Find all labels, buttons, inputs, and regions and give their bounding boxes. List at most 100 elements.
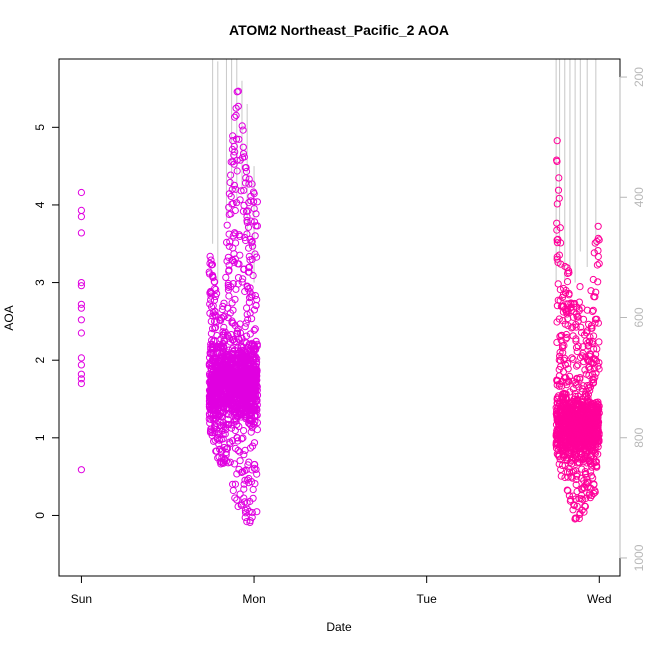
data-point — [231, 494, 239, 502]
data-point — [579, 315, 588, 323]
data-point — [217, 317, 225, 325]
data-point — [241, 476, 249, 484]
data-point — [588, 340, 596, 348]
data-point — [238, 154, 247, 162]
data-point — [578, 506, 586, 514]
data-point — [249, 494, 257, 502]
data-point — [77, 329, 86, 337]
data-point — [251, 404, 259, 412]
data-point — [560, 390, 568, 399]
data-point — [248, 379, 256, 387]
data-point — [556, 352, 564, 360]
data-point — [586, 494, 595, 502]
data-point — [231, 480, 239, 488]
data-point — [587, 287, 595, 295]
data-point — [233, 373, 241, 381]
data-point — [233, 381, 241, 389]
data-point — [577, 323, 585, 331]
data-point — [243, 213, 251, 221]
data-point — [238, 435, 246, 443]
data-point — [583, 478, 591, 486]
data-point — [251, 393, 259, 401]
data-point — [247, 197, 255, 205]
data-point — [252, 465, 260, 473]
data-point — [228, 345, 237, 353]
data-point — [569, 313, 577, 321]
data-point — [569, 385, 578, 393]
data-point — [77, 279, 86, 287]
data-point — [245, 264, 253, 272]
data-point — [213, 447, 221, 455]
data-point — [584, 342, 592, 350]
data-point — [247, 428, 255, 436]
data-point — [77, 370, 86, 378]
data-point — [225, 266, 233, 274]
data-point — [584, 407, 592, 415]
data-point — [230, 407, 238, 416]
data-point — [241, 446, 249, 454]
data-point — [217, 342, 225, 350]
data-point — [581, 471, 590, 479]
data-point — [590, 249, 598, 257]
data-point — [564, 269, 572, 277]
data-point — [209, 357, 217, 365]
data-point — [207, 292, 215, 300]
data-point — [242, 355, 250, 363]
data-point — [248, 466, 256, 474]
data-point — [594, 278, 602, 286]
data-point — [592, 288, 600, 296]
data-point — [231, 388, 239, 396]
data-point — [243, 518, 251, 526]
data-point — [212, 318, 220, 326]
data-point — [223, 371, 232, 379]
data-point — [235, 260, 243, 268]
data-point — [553, 219, 561, 227]
data-point — [590, 293, 598, 301]
data-point — [77, 282, 86, 290]
data-point — [590, 433, 598, 441]
data-point — [558, 382, 566, 390]
data-point — [573, 487, 581, 496]
data-point — [595, 260, 603, 268]
data-point — [246, 294, 254, 302]
data-point — [236, 320, 244, 328]
data-point — [232, 185, 240, 193]
data-point — [250, 421, 258, 429]
data-point — [222, 445, 231, 453]
data-point — [574, 342, 582, 350]
data-point — [248, 315, 256, 323]
data-point — [582, 370, 590, 378]
data-point — [227, 158, 235, 166]
data-point — [229, 480, 237, 488]
x-tick-label: Tue — [417, 592, 438, 606]
data-point — [567, 300, 575, 308]
data-point — [554, 451, 562, 459]
data-point — [216, 372, 224, 380]
data-point — [230, 250, 238, 258]
data-point — [77, 229, 86, 237]
data-point — [243, 499, 251, 507]
data-point — [579, 440, 587, 448]
data-point — [583, 327, 591, 335]
data-point — [553, 226, 561, 234]
y-tick-label: 1 — [33, 434, 47, 441]
data-point — [568, 354, 576, 362]
data-point — [249, 271, 257, 280]
data-point — [224, 286, 232, 294]
data-point — [248, 391, 256, 399]
y-tick-label: 3 — [33, 279, 47, 286]
data-point — [553, 157, 561, 165]
data-point — [207, 296, 215, 304]
data-point — [237, 413, 245, 421]
data-point — [563, 406, 571, 414]
y-axis: 0 1 2 3 4 5 — [33, 124, 60, 519]
data-point — [231, 206, 239, 215]
data-point — [247, 192, 255, 200]
data-point — [205, 370, 214, 378]
data-point — [568, 413, 576, 421]
data-point — [593, 424, 602, 432]
data-point — [223, 221, 231, 229]
data-point — [581, 468, 589, 476]
data-point — [562, 330, 571, 339]
data-point — [207, 317, 215, 325]
